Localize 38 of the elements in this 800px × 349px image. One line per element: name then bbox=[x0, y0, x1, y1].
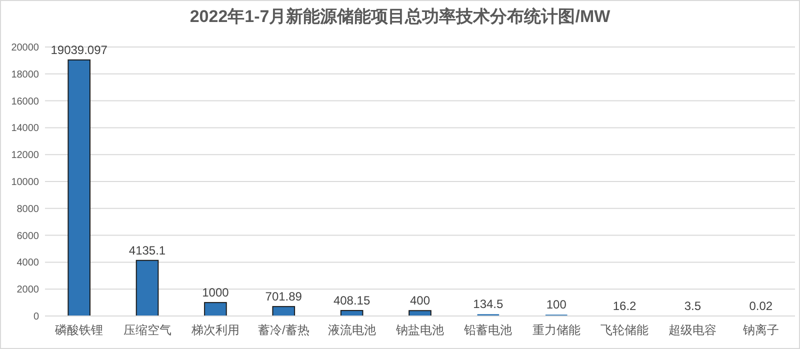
data-label: 1000 bbox=[202, 286, 230, 300]
x-tick-label: 飞轮储能 bbox=[600, 323, 649, 337]
bar bbox=[68, 59, 90, 316]
y-tick-label: 6000 bbox=[16, 230, 40, 242]
data-label: 100 bbox=[546, 298, 567, 312]
y-tick-label: 2000 bbox=[16, 284, 40, 296]
x-tick-label: 梯次利用 bbox=[190, 323, 240, 337]
y-tick-label: 10000 bbox=[11, 177, 40, 188]
data-label: 16.2 bbox=[612, 298, 637, 313]
x-tick-label: 钠离子 bbox=[742, 323, 779, 337]
x-tick-label: 压缩空气 bbox=[123, 323, 172, 337]
bar bbox=[204, 302, 227, 316]
bar bbox=[136, 260, 159, 316]
x-tick-label: 磷酸铁锂 bbox=[54, 323, 104, 337]
y-tick-label: 16000 bbox=[11, 96, 40, 108]
y-tick-label: 8000 bbox=[16, 204, 40, 215]
y-tick-label: 20000 bbox=[11, 42, 40, 54]
bar bbox=[272, 306, 296, 316]
y-tick-label: 4000 bbox=[16, 258, 40, 269]
x-tick-label: 铅蓄电池 bbox=[463, 323, 512, 337]
data-label: 3.5 bbox=[684, 298, 702, 313]
data-label: 400 bbox=[410, 294, 430, 308]
y-tick-label: 18000 bbox=[11, 69, 40, 80]
x-tick-label: 重力储能 bbox=[532, 323, 580, 337]
y-tick-label: 12000 bbox=[11, 150, 40, 162]
x-tick-label: 液流电池 bbox=[328, 323, 376, 337]
chart-title: 2022年1-7月新能源储能项目总功率技术分布统计图/MW bbox=[190, 7, 612, 26]
data-label: 19039.097 bbox=[50, 42, 108, 57]
data-label: 408.15 bbox=[333, 294, 370, 308]
data-label: 4135.1 bbox=[128, 243, 166, 258]
data-label: 134.5 bbox=[473, 297, 504, 312]
data-label: 0.02 bbox=[749, 299, 773, 313]
y-tick-label: 0 bbox=[33, 312, 40, 322]
x-tick-label: 超级电容 bbox=[668, 323, 717, 337]
data-label: 701.89 bbox=[265, 290, 302, 304]
x-tick-label: 蓄冷/蓄热 bbox=[258, 323, 310, 337]
x-tick-label: 钠盐电池 bbox=[395, 323, 444, 337]
y-tick-label: 14000 bbox=[11, 123, 40, 134]
